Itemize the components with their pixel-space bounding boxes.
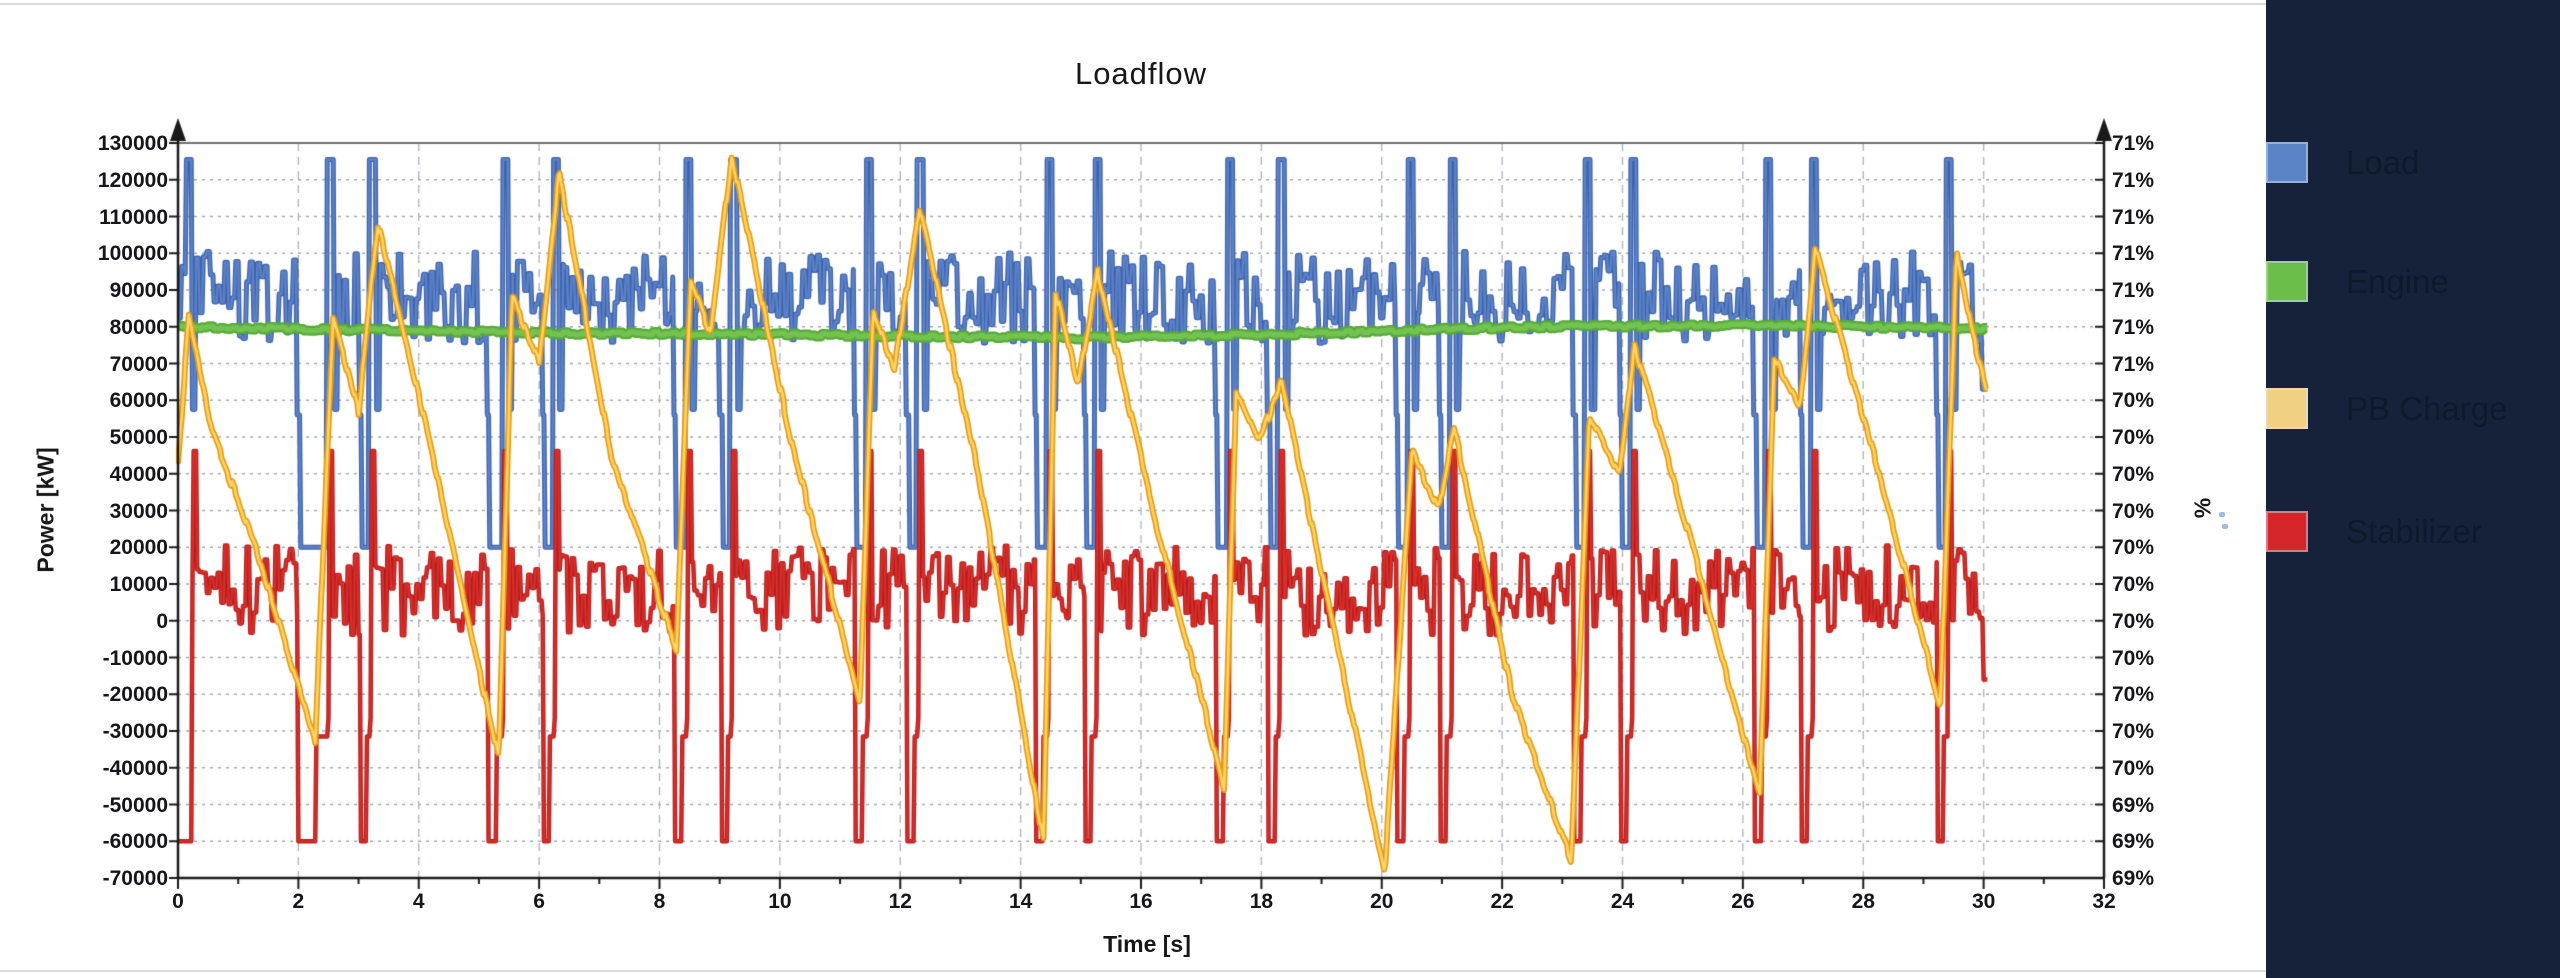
x-tick-label: 14 [1008, 890, 1033, 913]
legend-label-stabilizer: Stabilizer [2346, 512, 2482, 550]
y-right-tick-label: 71% [2112, 132, 2155, 155]
y-right-tick-label: 69% [2112, 830, 2155, 854]
x-tick-label: 0 [172, 890, 184, 913]
x-tick-label: 12 [888, 890, 912, 913]
y-left-tick-label: 50000 [109, 426, 168, 449]
y-right-tick-label: 70% [2112, 573, 2155, 596]
legend-swatch-engine [2266, 261, 2308, 302]
y-left-tick-label: 30000 [109, 499, 168, 523]
x-tick-label: 20 [1370, 890, 1394, 913]
x-tick-label: 10 [768, 890, 792, 913]
y-left-tick-label: 20000 [109, 536, 168, 560]
y-left-tick-label: 60000 [109, 389, 168, 413]
legend-item-stabilizer[interactable]: Stabilizer [2266, 511, 2482, 552]
y-left-tick-label: 70000 [109, 352, 168, 376]
chart-title: Loadflow [1074, 56, 1208, 91]
y-right-tick-label: 70% [2112, 389, 2155, 413]
legend-item-engine[interactable]: Engine [2266, 261, 2449, 302]
y-left-tick-label: -20000 [102, 683, 168, 707]
y-left-tick-label: -50000 [102, 793, 168, 817]
smudge-artifact [2219, 512, 2225, 517]
y-left-tick-label: 10000 [109, 573, 168, 596]
y-left-tick-label: -60000 [102, 830, 168, 854]
x-tick-label: 24 [1610, 890, 1635, 913]
legend-swatch-pb-charge [2266, 388, 2308, 429]
legend-swatch-load [2266, 142, 2308, 183]
x-tick-label: 26 [1731, 890, 1755, 913]
y-left-tick-label: 0 [156, 609, 168, 633]
y-right-tick-label: 71% [2112, 205, 2155, 229]
y-left-tick-label: -70000 [102, 867, 168, 890]
y-right-tick-label: 71% [2112, 315, 2155, 339]
legend-label-pb-charge: PB Charge [2346, 389, 2508, 427]
y-right-tick-label: 70% [2112, 462, 2155, 486]
y-right-tick-label: 71% [2112, 279, 2155, 302]
legend-item-load[interactable]: Load [2266, 142, 2419, 183]
y-right-tick-label: 70% [2112, 426, 2155, 449]
legend-item-pb-charge[interactable]: PB Charge [2266, 388, 2507, 429]
y-left-tick-label: -30000 [102, 720, 168, 743]
y-right-tick-label: 70% [2112, 720, 2155, 743]
y-right-tick-label: 70% [2112, 499, 2155, 523]
y-left-tick-label: 90000 [109, 279, 168, 302]
x-tick-label: 22 [1490, 890, 1514, 913]
x-tick-label: 28 [1851, 890, 1875, 913]
x-tick-label: 18 [1249, 890, 1274, 913]
x-tick-label: 6 [533, 890, 545, 913]
x-tick-label: 2 [292, 890, 305, 913]
legend-panel: Load Engine PB Charge Stabilizer [2266, 0, 2560, 978]
y-right-tick-label: 70% [2112, 646, 2155, 670]
x-tick-label: 16 [1129, 890, 1153, 913]
legend-swatch-stabilizer [2266, 511, 2308, 552]
y-right-tick-label: 69% [2112, 793, 2155, 817]
y-right-tick-label: 70% [2112, 609, 2155, 633]
x-tick-label: 8 [653, 890, 666, 913]
x-tick-label: 4 [412, 890, 425, 913]
x-tick-label: 32 [2092, 890, 2116, 913]
y-left-tick-label: 40000 [109, 462, 168, 486]
y-left-tick-label: 100000 [97, 242, 168, 266]
y-axis-label-left: Power [kW] [32, 447, 59, 573]
y-left-tick-label: -40000 [102, 756, 168, 780]
y-right-tick-label: 70% [2112, 756, 2155, 780]
y-left-tick-label: 110000 [99, 205, 168, 229]
y-right-tick-label: 71% [2112, 168, 2155, 192]
x-axis-label: Time [s] [1103, 931, 1191, 957]
y-right-tick-label: 70% [2112, 536, 2155, 560]
x-tick-label: 30 [1971, 890, 1996, 913]
y-right-tick-label: 69% [2112, 867, 2155, 890]
legend-label-load: Load [2346, 143, 2420, 181]
y-left-tick-label: 120000 [97, 168, 168, 192]
y-left-tick-label: 130000 [97, 132, 168, 155]
legend-label-engine: Engine [2346, 262, 2449, 300]
y-axis-label-right: % [2189, 497, 2216, 519]
y-right-tick-label: 71% [2112, 242, 2155, 266]
y-left-tick-label: -10000 [102, 646, 168, 670]
y-left-tick-label: 80000 [109, 315, 168, 339]
y-right-tick-label: 71% [2112, 352, 2155, 376]
y-right-tick-label: 70% [2112, 683, 2155, 707]
